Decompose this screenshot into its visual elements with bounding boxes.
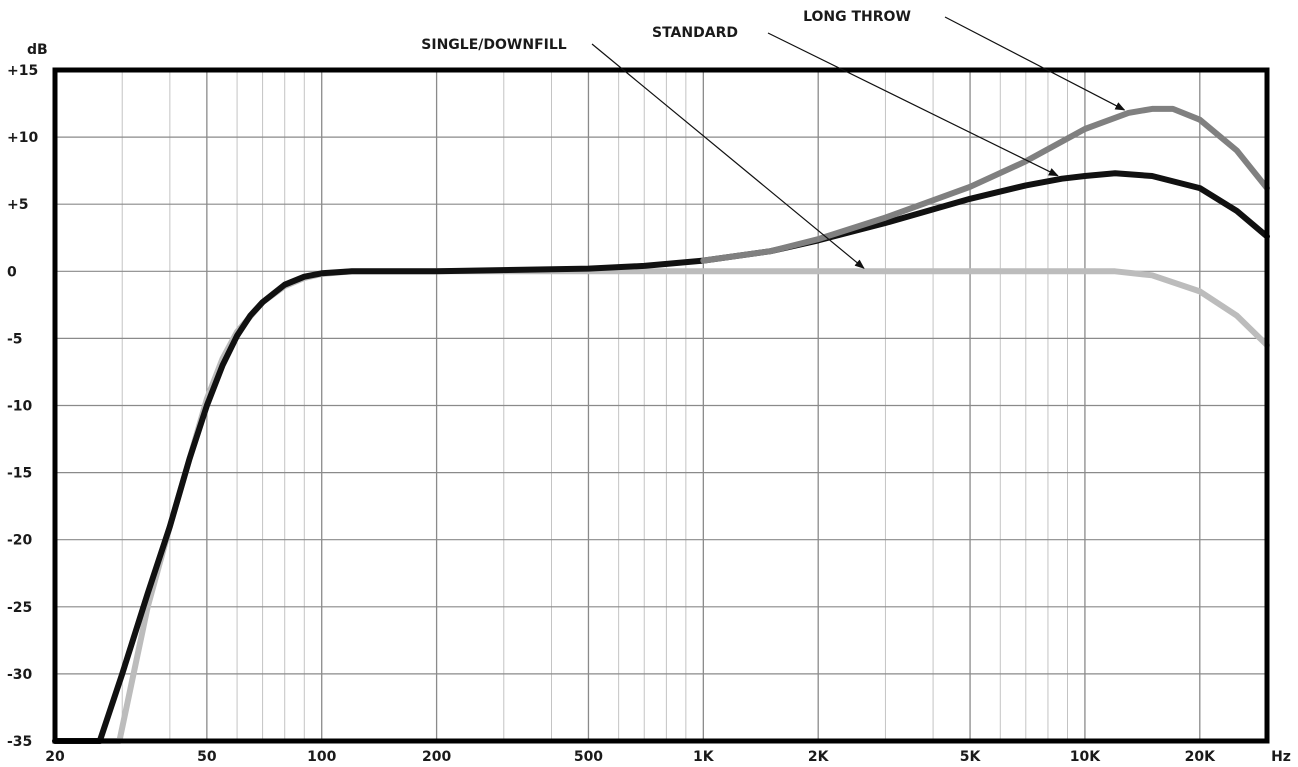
x-tick-label: 200	[422, 749, 451, 765]
y-tick-label: -30	[7, 667, 33, 683]
annotation-arrow-long-throw	[944, 16, 1126, 111]
series-label-single-downfill: SINGLE/DOWNFILL	[421, 37, 566, 53]
series-line-long-throw	[700, 105, 1270, 264]
series-group	[52, 105, 1270, 744]
plot-frame	[52, 67, 1270, 744]
y-tick-label: -15	[7, 466, 32, 482]
y-tick-label: -35	[7, 734, 32, 750]
x-tick-label: 100	[307, 749, 336, 765]
y-tick-label: -10	[7, 399, 33, 415]
y-tick-label: +10	[7, 130, 38, 146]
y-tick-label: +15	[7, 63, 38, 79]
x-tick-labels: 20 50 100 200 500 1K 2K 5K 10K 20K	[45, 749, 1216, 765]
y-tick-label: 0	[7, 264, 17, 280]
annotation-arrow-single-downfill	[591, 43, 865, 269]
x-tick-label: 1K	[693, 749, 715, 765]
series-label-long-throw: LONG THROW	[803, 9, 911, 25]
x-tick-label: 2K	[808, 749, 830, 765]
x-tick-label: 50	[197, 749, 217, 765]
x-tick-label: 10K	[1070, 749, 1101, 765]
y-tick-label: +5	[7, 197, 28, 213]
annotation-arrow-standard	[767, 32, 1059, 177]
series-annotations: SINGLE/DOWNFILL STANDARD LONG THROW	[421, 9, 1126, 269]
series-line-standard	[52, 170, 1270, 744]
series-label-standard: STANDARD	[652, 25, 738, 41]
y-tick-label: -5	[7, 331, 23, 347]
x-axis-unit: Hz	[1271, 749, 1291, 765]
y-axis-unit: dB	[27, 42, 48, 58]
y-tick-label: -20	[7, 533, 33, 549]
y-tick-labels: +15 +10 +5 0 -5 -10 -15 -20 -25 -30 -35	[7, 63, 38, 750]
x-tick-label: 20K	[1185, 749, 1216, 765]
grid	[55, 69, 1267, 742]
y-tick-label: -25	[7, 600, 32, 616]
x-tick-label: 500	[574, 749, 603, 765]
x-tick-label: 20	[45, 749, 65, 765]
x-tick-label: 5K	[960, 749, 982, 765]
